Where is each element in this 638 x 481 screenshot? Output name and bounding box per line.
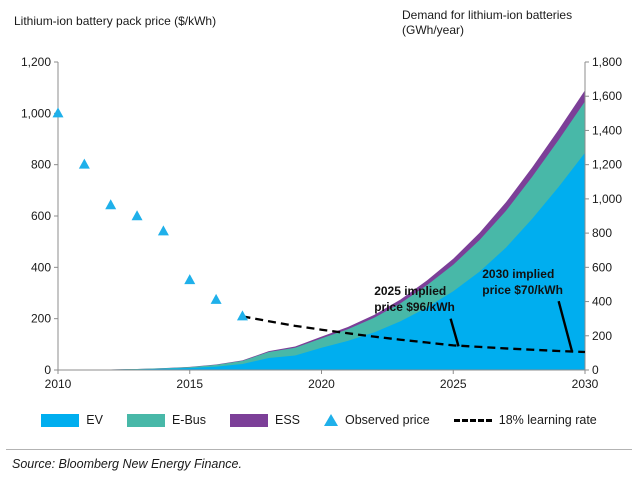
annotation-label: price $96/kWh: [374, 300, 455, 314]
right-axis-tick-label: 400: [592, 295, 612, 309]
legend-label-learning-rate: 18% learning rate: [498, 413, 597, 427]
right-axis-tick-label: 1,600: [592, 89, 622, 103]
left-axis-tick-label: 0: [44, 363, 51, 377]
source-note: Source: Bloomberg New Energy Finance.: [12, 457, 242, 471]
legend-item-ebus: E-Bus: [126, 413, 206, 427]
left-axis-tick-label: 400: [31, 260, 51, 274]
x-axis-tick-label: 2020: [308, 377, 335, 391]
legend-item-observed-price: Observed price: [324, 413, 430, 427]
dashed-line-icon: [453, 418, 492, 422]
right-axis-tick-label: 1,000: [592, 192, 622, 206]
right-axis-title: Demand for lithium-ion batteries (GWh/ye…: [402, 8, 573, 37]
annotation-label: price $70/kWh: [482, 283, 563, 297]
x-axis-tick-label: 2025: [440, 377, 467, 391]
observed-price-point: [157, 225, 169, 236]
ess-swatch-icon: [229, 413, 268, 427]
ev-swatch-icon: [41, 413, 80, 427]
chart-area: 0 200 400 600 800 1,000 1,200 0 200 400 600 800 1,00…: [0, 40, 638, 408]
learning-rate-line: [242, 315, 586, 354]
observed-price-point: [236, 310, 248, 321]
right-axis-tick-label: 800: [592, 226, 612, 240]
right-axis-tick-label: 0: [592, 363, 599, 377]
left-axis-tick-label: 1,000: [21, 106, 51, 120]
left-axis-tick-label: 800: [31, 158, 51, 172]
annotation-pointer-line: [557, 300, 573, 352]
left-axis-tick-label: 200: [31, 312, 51, 326]
legend-label-ev: EV: [86, 413, 103, 427]
left-axis-title: Lithium-ion battery pack price ($/kWh): [14, 14, 217, 28]
legend-label-observed-price: Observed price: [345, 413, 430, 427]
x-axis-tick-label: 2010: [45, 377, 72, 391]
legend-label-ebus: E-Bus: [171, 413, 206, 427]
right-axis-tick-label: 1,200: [592, 158, 622, 172]
x-axis-tick-label: 2030: [572, 377, 599, 391]
legend-item-learning-rate: 18% learning rate: [453, 413, 597, 427]
ebus-swatch-icon: [126, 413, 165, 427]
legend-label-ess: ESS: [274, 413, 300, 427]
right-axis-tick-label: 1,800: [592, 55, 622, 69]
observed-price-point: [105, 199, 117, 210]
x-axis-tick-label: 2015: [176, 377, 203, 391]
footer-divider: [6, 449, 632, 450]
observed-price-point: [52, 107, 64, 118]
ev-area: [58, 152, 585, 370]
observed-price-point: [78, 158, 90, 169]
right-axis-tick-label: 600: [592, 260, 612, 274]
right-axis-tick-label: 1,400: [592, 123, 622, 137]
observed-price-triangle-icon: [324, 414, 338, 426]
observed-price-point: [184, 274, 196, 285]
legend-item-ev: EV: [41, 413, 103, 427]
chart-canvas: 0 200 400 600 800 1,000 1,200 0 200 400 600 800 1,00…: [21, 55, 622, 391]
annotation-pointer-line: [449, 318, 460, 347]
annotation-label: 2025 implied: [374, 284, 446, 298]
legend: EV E-Bus ESS Observed price 18% learning…: [0, 413, 638, 427]
observed-price-point: [210, 293, 222, 304]
legend-item-ess: ESS: [229, 413, 300, 427]
left-axis-tick-label: 600: [31, 209, 51, 223]
right-axis-tick-label: 200: [592, 329, 612, 343]
observed-price-point: [131, 210, 143, 221]
left-axis-tick-label: 1,200: [21, 55, 51, 69]
annotation-label: 2030 implied: [482, 267, 554, 281]
